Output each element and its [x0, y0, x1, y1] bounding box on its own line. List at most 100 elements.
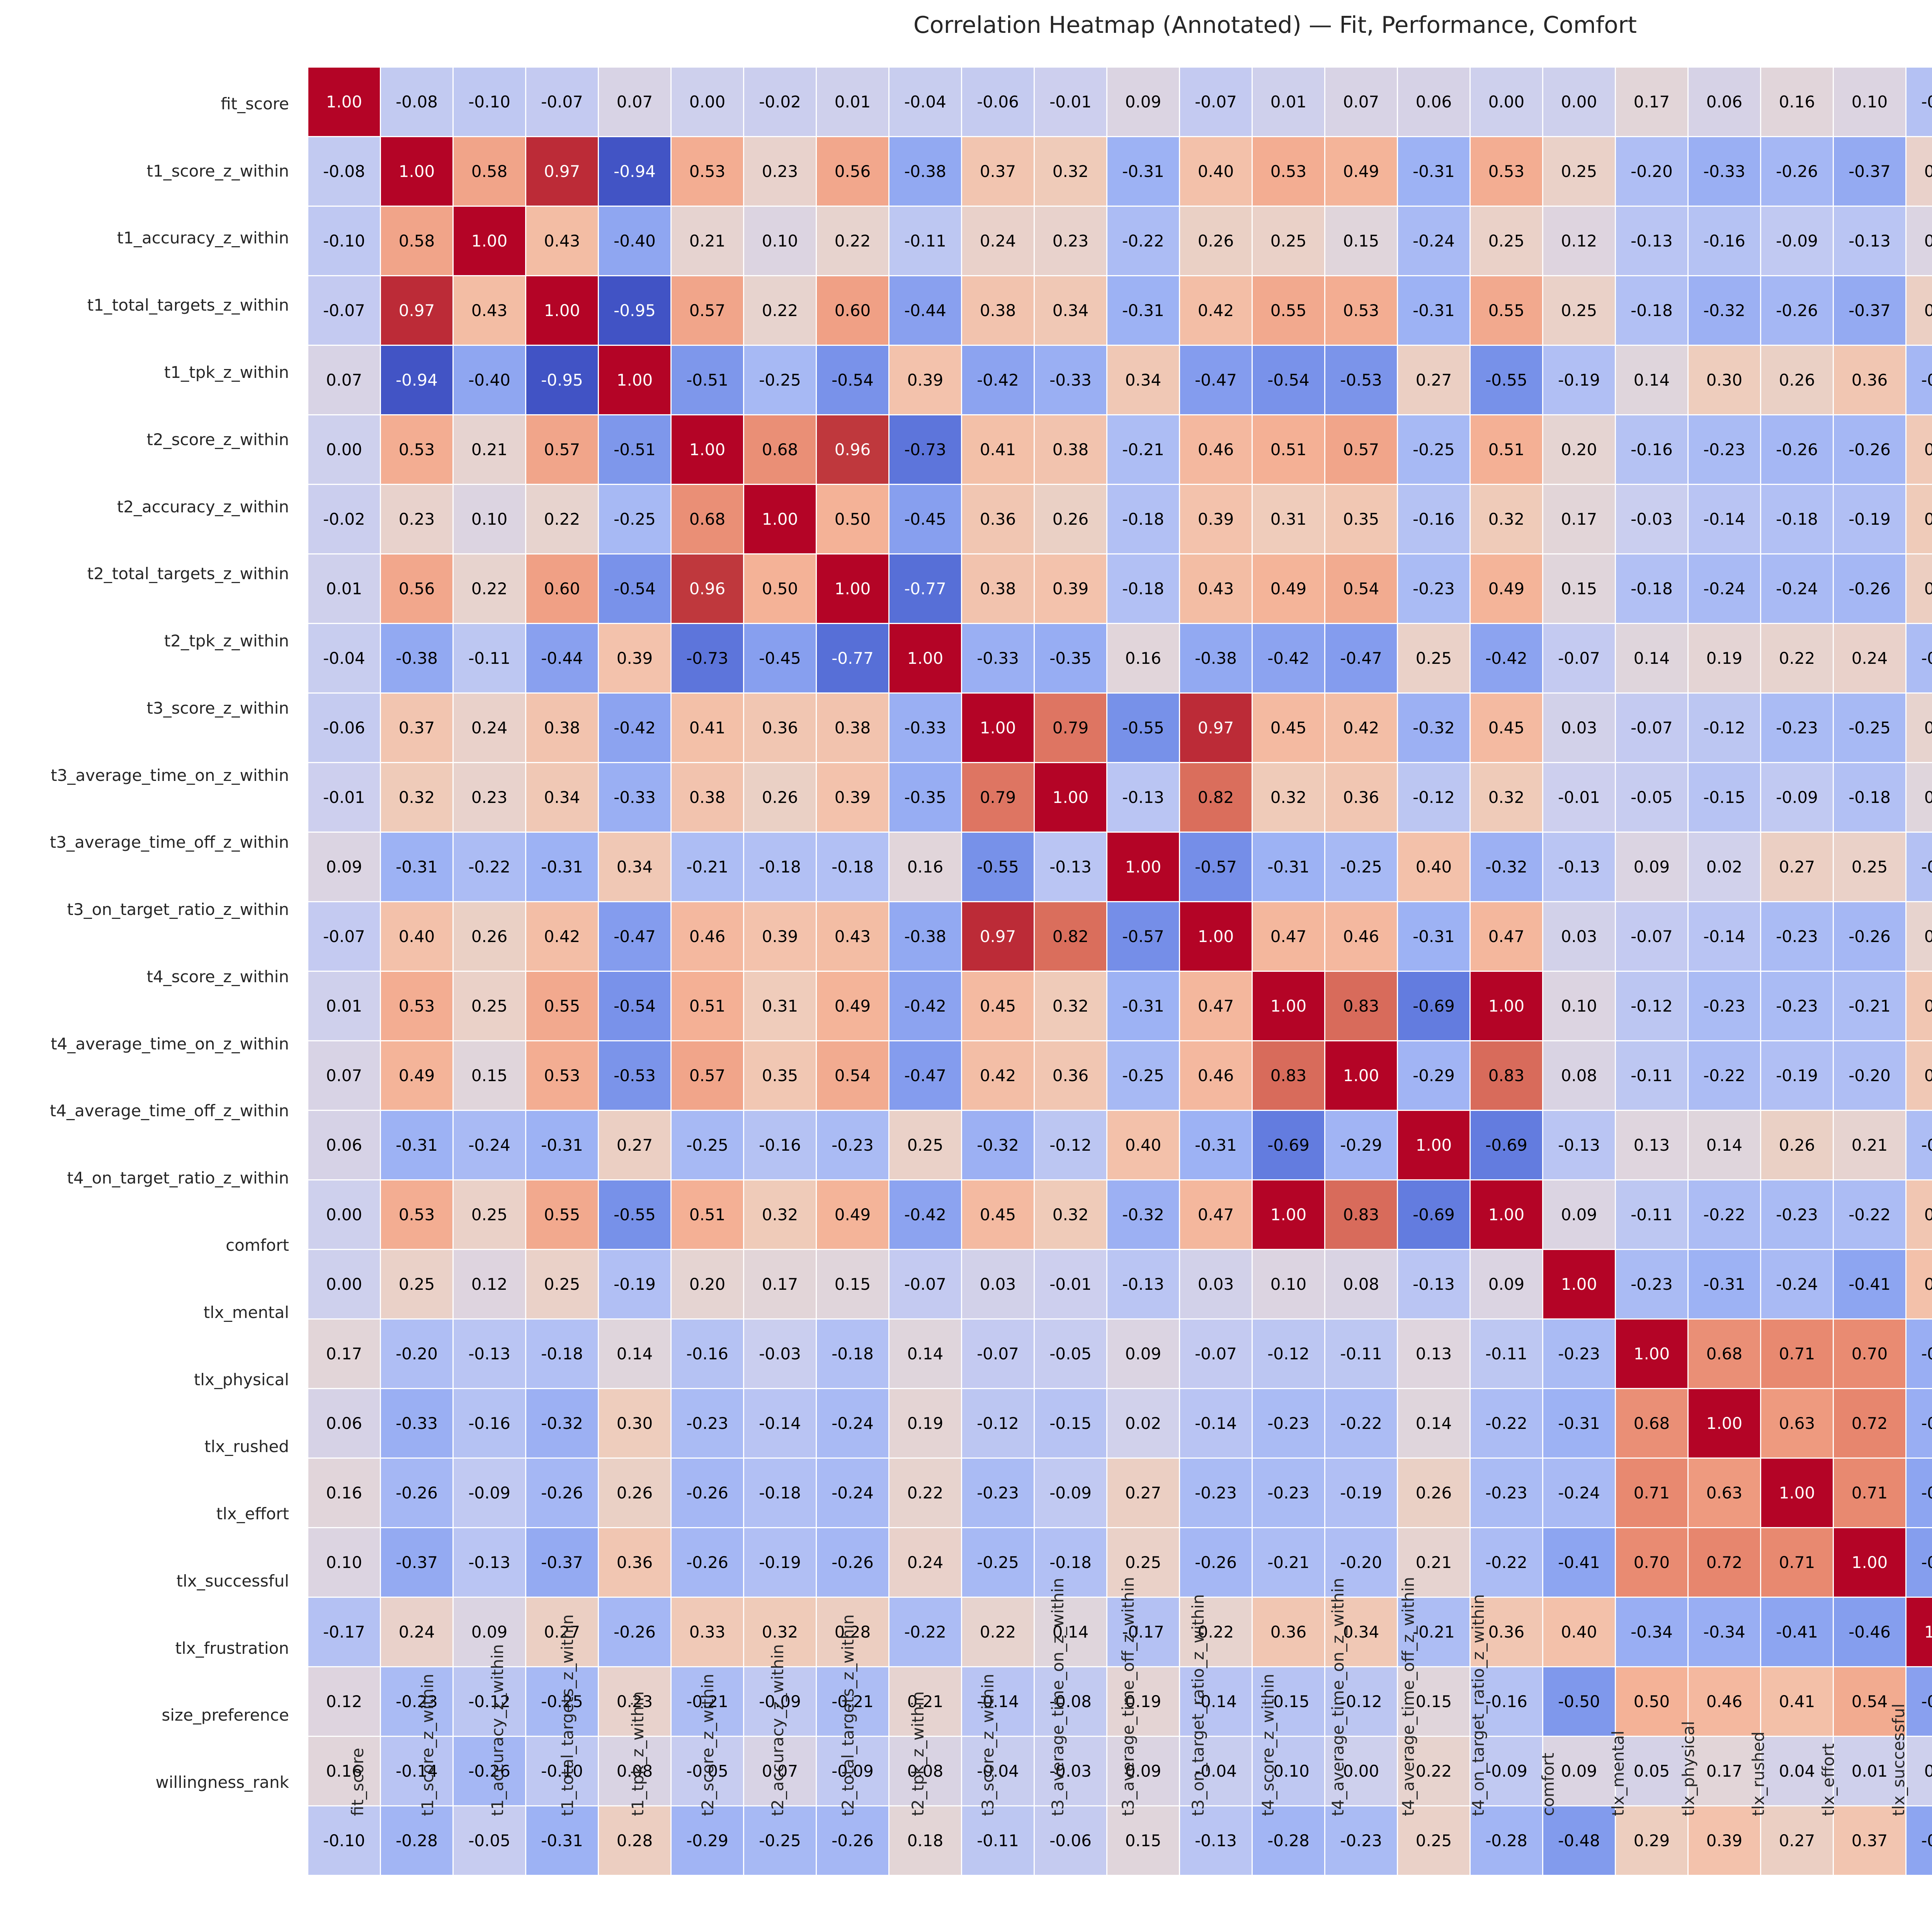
heatmap-cell: -0.12: [454, 1667, 525, 1736]
heatmap-cell: 0.26: [1761, 346, 1833, 414]
heatmap-cell: -0.23: [1543, 1320, 1615, 1388]
heatmap-cell: 0.25: [1471, 207, 1542, 275]
heatmap-cell: 0.68: [744, 415, 816, 484]
heatmap-cell: -0.06: [1035, 1806, 1106, 1875]
heatmap-cell: -0.21: [672, 833, 743, 901]
heatmap-cell: -0.33: [381, 1389, 452, 1458]
heatmap-cell: 0.08: [599, 1737, 670, 1805]
heatmap-cell: 0.24: [1834, 624, 1905, 692]
heatmap-cell: 0.32: [381, 763, 452, 832]
heatmap-cell: 0.21: [1834, 1111, 1905, 1179]
heatmap-row: -0.07 0.40 0.26 0.42 -0.47 0.46 0.39 0.43 -0.38 0…: [308, 902, 1932, 971]
heatmap-cell: 0.49: [1253, 554, 1324, 623]
heatmap-cell: -0.13: [1180, 1806, 1252, 1875]
heatmap-cell: 0.16: [1761, 68, 1833, 136]
heatmap-cell: 0.39: [817, 763, 888, 832]
y-axis-labels: fit_score t1_score_z_within t1_accuracy_z_…: [49, 94, 289, 1792]
heatmap-cell: 0.63: [1761, 1389, 1833, 1458]
heatmap-cell: 0.43: [526, 207, 598, 275]
heatmap-cell: 0.60: [526, 554, 598, 623]
heatmap-row: 0.16 -0.26 -0.09 -0.26 0.26 -0.26 -0.18 -0.24 0.…: [308, 1459, 1932, 1527]
heatmap-cell: 0.83: [1253, 1041, 1324, 1110]
heatmap-row: 0.00 0.53 0.21 0.57 -0.51 1.00 0.68 0.96 -0.73 0.…: [308, 415, 1932, 484]
heatmap-cell: 0.22: [1761, 624, 1833, 692]
heatmap-cell: -0.32: [1471, 833, 1542, 901]
heatmap-cell: 0.23: [454, 763, 525, 832]
heatmap-cell: 0.04: [1761, 1737, 1833, 1805]
heatmap-cell: -0.05: [1035, 1320, 1106, 1388]
heatmap-cell: -0.54: [599, 972, 670, 1040]
heatmap-cell: 0.13: [1398, 1320, 1469, 1388]
heatmap-cell: 0.83: [1325, 1180, 1397, 1249]
heatmap-cell: 0.33: [672, 1598, 743, 1666]
heatmap-row: 0.00 0.53 0.25 0.55 -0.55 0.51 0.32 0.49 -0.42 0.…: [308, 1180, 1932, 1249]
heatmap-cell: 1.00: [381, 137, 452, 206]
heatmap-cell: 0.06: [1689, 68, 1760, 136]
heatmap-cell: 0.79: [962, 763, 1034, 832]
heatmap-cell: -0.41: [1906, 1806, 1932, 1875]
heatmap-cell: 0.39: [1689, 1806, 1760, 1875]
heatmap-cell: 0.71: [1761, 1528, 1833, 1597]
heatmap-cell: 0.35: [1325, 485, 1397, 553]
heatmap-cell: 0.03: [962, 1250, 1034, 1318]
heatmap-cell: -0.23: [1761, 1180, 1833, 1249]
heatmap-cell: -0.07: [308, 276, 380, 345]
heatmap-cell: -0.34: [1906, 1320, 1932, 1388]
heatmap-cell: 0.55: [1471, 276, 1542, 345]
heatmap-cell: -0.21: [1906, 1111, 1932, 1179]
heatmap-cell: -0.18: [1616, 554, 1687, 623]
heatmap-cell: -0.29: [672, 1806, 743, 1875]
heatmap-cell: -0.23: [1761, 902, 1833, 971]
heatmap-cell: 0.49: [1325, 137, 1397, 206]
heatmap-cell: -0.09: [1035, 1459, 1106, 1527]
heatmap-cell: -0.77: [817, 624, 888, 692]
heatmap-cell: -0.21: [1398, 1598, 1469, 1666]
heatmap-cell: -0.21: [1253, 1528, 1324, 1597]
heatmap-cell: -0.73: [672, 624, 743, 692]
heatmap-cell: 0.38: [962, 276, 1034, 345]
heatmap-cell: -0.32: [1689, 276, 1760, 345]
heatmap-cell: -0.05: [672, 1737, 743, 1805]
heatmap-cell: -0.19: [1834, 485, 1905, 553]
heatmap-cell: 0.71: [1616, 1459, 1687, 1527]
heatmap-cell: -0.11: [1471, 1320, 1542, 1388]
heatmap-cell: 0.16: [308, 1737, 380, 1805]
heatmap-cell: 0.32: [1471, 485, 1542, 553]
heatmap-row: 0.07 -0.94 -0.40 -0.95 1.00 -0.51 -0.25 -0.54 0.…: [308, 346, 1932, 414]
heatmap-cell: 0.01: [817, 68, 888, 136]
heatmap-cell: -0.12: [962, 1389, 1034, 1458]
heatmap-cell: 0.71: [1761, 1320, 1833, 1388]
heatmap-cell: -0.18: [1761, 485, 1833, 553]
heatmap-cell: -0.12: [1035, 1111, 1106, 1179]
heatmap-cell: -0.47: [889, 1041, 961, 1110]
heatmap-cell: 0.42: [1180, 276, 1252, 345]
heatmap-cell: -0.23: [1253, 1459, 1324, 1527]
heatmap-cell: 0.15: [1325, 207, 1397, 275]
heatmap-cell: 0.70: [1834, 1320, 1905, 1388]
heatmap-cell: -0.02: [308, 485, 380, 553]
heatmap-cell: -0.54: [817, 346, 888, 414]
heatmap-grid: 1.00 -0.08 -0.10 -0.07 0.07 0.00 -0.02 0.01 -0.0…: [307, 66, 1932, 1875]
heatmap-cell: -0.26: [1761, 276, 1833, 345]
heatmap-cell: -0.11: [962, 1806, 1034, 1875]
heatmap-cell: 0.40: [1906, 1250, 1932, 1318]
heatmap-cell: -0.53: [599, 1041, 670, 1110]
heatmap-cell: 0.09: [1616, 833, 1687, 901]
heatmap-cell: -0.47: [599, 902, 670, 971]
heatmap-row: -0.01 0.32 0.23 0.34 -0.33 0.38 0.26 0.39 -0.35 0…: [308, 763, 1932, 832]
heatmap-cell: 0.18: [889, 1806, 961, 1875]
heatmap-row: -0.17 0.24 0.09 0.27 -0.26 0.33 0.32 0.28 -0.22 0…: [308, 1598, 1932, 1666]
heatmap-cell: 0.14: [1616, 346, 1687, 414]
heatmap-cell: -0.14: [1689, 485, 1760, 553]
heatmap-cell: -0.10: [308, 1806, 380, 1875]
heatmap-cell: 0.36: [599, 1528, 670, 1597]
heatmap-cell: 0.63: [1689, 1459, 1760, 1527]
heatmap-cell: -0.23: [1398, 554, 1469, 623]
heatmap-cell: 0.22: [1180, 1598, 1252, 1666]
heatmap-cell: -0.23: [1616, 1250, 1687, 1318]
heatmap-cell: 1.00: [1107, 833, 1179, 901]
heatmap-cell: -0.26: [1180, 1528, 1252, 1597]
heatmap-cell: 0.19: [1689, 624, 1760, 692]
heatmap-cell: 0.46: [1180, 415, 1252, 484]
heatmap-cell: -0.94: [599, 137, 670, 206]
